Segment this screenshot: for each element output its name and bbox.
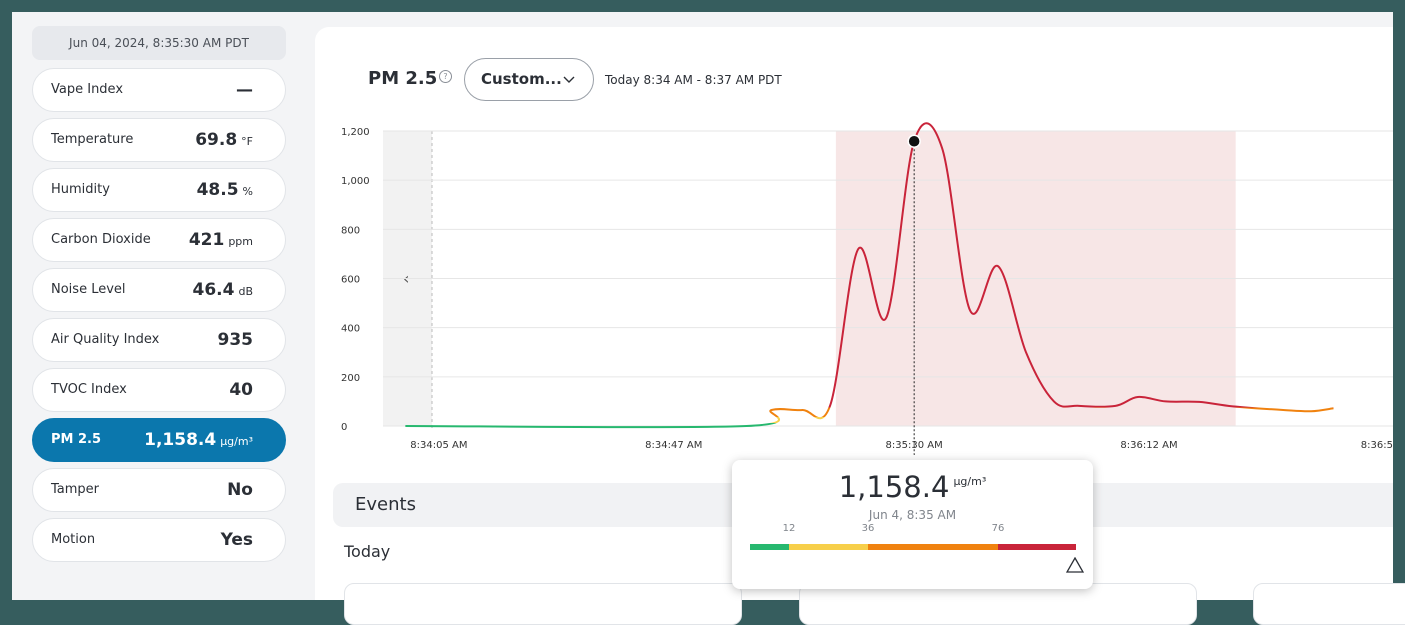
metric-value: 69.8 °F [195, 119, 253, 163]
metric-unit: °F [241, 135, 253, 148]
metric-name: Motion [51, 532, 96, 547]
y-tick-label: 800 [341, 225, 360, 236]
event-card[interactable] [1253, 583, 1405, 625]
y-tick-label: 600 [341, 275, 360, 286]
scale-unhealthy [868, 544, 998, 550]
timestamp: Jun 04, 2024, 8:35:30 AM PDT [32, 26, 286, 60]
y-tick-label: 1,200 [341, 127, 370, 138]
metric-item[interactable]: Carbon Dioxide 421 ppm [32, 218, 286, 262]
event-card[interactable] [799, 583, 1197, 625]
metric-number: 421 [188, 230, 225, 250]
pm25-line [405, 122, 1334, 429]
metric-number: 46.4 [192, 280, 235, 300]
scale-good [750, 544, 789, 550]
x-tick-label: 8:36:55 AM [1361, 440, 1393, 451]
metric-item[interactable]: Noise Level 46.4 dB [32, 268, 286, 312]
metric-item[interactable]: Vape Index — [32, 68, 286, 112]
metric-item[interactable]: Air Quality Index 935 [32, 318, 286, 362]
y-tick-label: 0 [341, 422, 347, 433]
metric-number: — [236, 80, 253, 100]
events-group: Today [344, 542, 391, 561]
metric-number: 1,158.4 [144, 430, 217, 450]
metric-name: Vape Index [51, 82, 124, 97]
metric-name: Humidity [51, 182, 110, 197]
x-tick-label: 8:34:47 AM [645, 440, 702, 451]
metric-unit: % [242, 185, 253, 198]
metric-number: 69.8 [195, 130, 238, 150]
tooltip-value: 1,158.4 [838, 470, 950, 504]
y-tick-label: 400 [341, 324, 360, 335]
scale-label: 36 [861, 523, 875, 534]
metric-unit: µg/m³ [220, 435, 253, 448]
metric-name: Air Quality Index [51, 332, 160, 347]
x-tick-label: 8:36:12 AM [1120, 440, 1177, 451]
metric-name: Carbon Dioxide [51, 232, 151, 247]
metric-value: 935 [218, 319, 254, 361]
chevron [563, 76, 575, 83]
metric-number: 48.5 [196, 180, 239, 200]
warning-icon [1066, 557, 1084, 573]
metric-item[interactable]: PM 2.5 1,158.4 µg/m³ [32, 418, 286, 462]
x-tick-label: 8:34:05 AM [410, 440, 467, 451]
cursor-point [907, 134, 921, 148]
dropdown-label: Custom... [481, 70, 562, 88]
tooltip: 1,158.4 µg/m³ Jun 4, 8:35 AM 12 36 76 [732, 460, 1093, 589]
metric-number: 935 [217, 330, 254, 350]
metric-item[interactable]: Motion Yes [32, 518, 286, 562]
range-dropdown[interactable]: Custom... [464, 58, 594, 101]
metric-name: PM 2.5 [51, 432, 102, 447]
event-card[interactable] [344, 583, 742, 625]
metric-value: 46.4 dB [193, 269, 253, 313]
y-tick-label: 1,000 [341, 176, 370, 187]
metric-value: No [227, 469, 253, 511]
tooltip-value-row: 1,158.4 µg/m³ [732, 470, 1093, 504]
metric-name: Noise Level [51, 282, 126, 297]
metric-item[interactable]: Tamper No [32, 468, 286, 512]
metric-value: Yes [221, 519, 253, 561]
metric-number: No [227, 480, 253, 500]
y-tick-label: 200 [341, 373, 360, 384]
help-icon[interactable]: ? [439, 70, 452, 83]
range-text: Today 8:34 AM - 8:37 AM PDT [605, 73, 782, 87]
metric-value: 1,158.4 µg/m³ [144, 419, 253, 463]
scale-label: 76 [991, 523, 1005, 534]
metric-item[interactable]: Humidity 48.5% [32, 168, 286, 212]
scale-hazardous [998, 544, 1076, 550]
metric-item[interactable]: Temperature 69.8 °F [32, 118, 286, 162]
metric-name: Temperature [51, 132, 134, 147]
metric-unit: ppm [228, 235, 253, 248]
metric-value: 48.5% [197, 169, 253, 213]
tooltip-date: Jun 4, 8:35 AM [868, 508, 957, 522]
metric-value: 40 [229, 369, 253, 411]
metric-number: 40 [229, 380, 253, 400]
scale-label: 12 [782, 523, 796, 534]
metric-unit: dB [238, 285, 253, 298]
metric-value: — [236, 69, 253, 111]
metric-value: 421 ppm [189, 219, 253, 263]
metric-name: TVOC Index [51, 382, 127, 397]
metric-item[interactable]: TVOC Index 40 [32, 368, 286, 412]
metric-number: Yes [220, 530, 253, 550]
tooltip-arrow [902, 452, 920, 461]
scale-moderate [789, 544, 868, 550]
metric-name: Tamper [51, 482, 100, 497]
screen: Jun 04, 2024, 8:35:30 AM PDT Vape Index —… [12, 12, 1405, 625]
tooltip-unit: µg/m³ [953, 475, 987, 488]
panel-title: PM 2.5 [368, 68, 438, 89]
